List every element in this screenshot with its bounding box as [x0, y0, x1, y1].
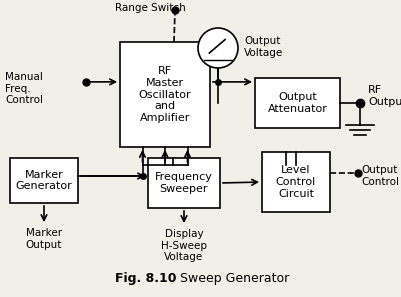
Text: Marker
Output: Marker Output — [26, 228, 62, 249]
Bar — [255, 78, 340, 128]
Text: Level
Control
Circuit: Level Control Circuit — [276, 165, 316, 199]
Text: Sweep Generator: Sweep Generator — [180, 272, 289, 285]
Text: Marker
Generator: Marker Generator — [16, 170, 72, 191]
Circle shape — [198, 28, 238, 68]
Text: Output
Control: Output Control — [361, 165, 399, 187]
Text: Output
Voltage: Output Voltage — [244, 36, 283, 58]
Text: Range Switch: Range Switch — [115, 3, 186, 13]
Text: RF
Output: RF Output — [368, 85, 401, 107]
Text: Output
Attenuator: Output Attenuator — [267, 92, 328, 114]
Bar — [120, 42, 210, 147]
Bar — [10, 158, 78, 203]
Bar — [148, 158, 220, 208]
Bar — [262, 152, 330, 212]
Text: Frequency
Sweeper: Frequency Sweeper — [155, 172, 213, 194]
Text: Display
H-Sweep
Voltage: Display H-Sweep Voltage — [161, 229, 207, 262]
Text: RF
Master
Oscillator
and
Amplifier: RF Master Oscillator and Amplifier — [139, 66, 191, 123]
Text: Manual
Freq.
Control: Manual Freq. Control — [5, 72, 43, 105]
Text: Fig. 8.10: Fig. 8.10 — [115, 272, 176, 285]
